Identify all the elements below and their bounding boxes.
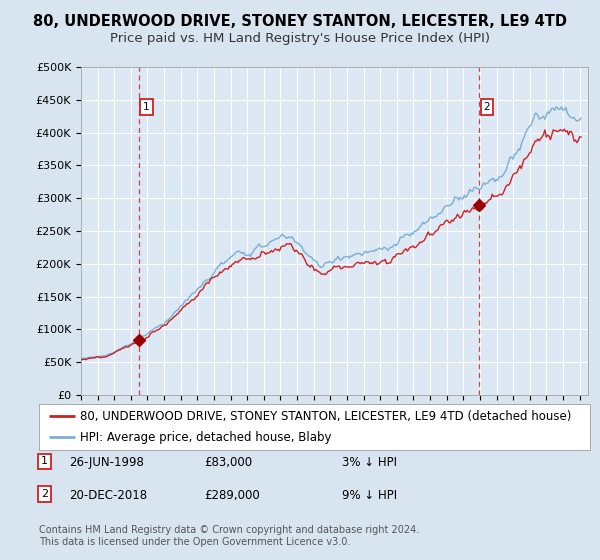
Text: 9% ↓ HPI: 9% ↓ HPI [342, 489, 397, 502]
Text: Price paid vs. HM Land Registry's House Price Index (HPI): Price paid vs. HM Land Registry's House … [110, 32, 490, 45]
Text: 1: 1 [143, 101, 149, 111]
Text: £83,000: £83,000 [204, 456, 252, 469]
Text: Contains HM Land Registry data © Crown copyright and database right 2024.
This d: Contains HM Land Registry data © Crown c… [39, 525, 419, 547]
Text: 20-DEC-2018: 20-DEC-2018 [69, 489, 147, 502]
Text: 26-JUN-1998: 26-JUN-1998 [69, 456, 144, 469]
Text: 80, UNDERWOOD DRIVE, STONEY STANTON, LEICESTER, LE9 4TD (detached house): 80, UNDERWOOD DRIVE, STONEY STANTON, LEI… [80, 410, 572, 423]
Text: 3% ↓ HPI: 3% ↓ HPI [342, 456, 397, 469]
Text: 2: 2 [41, 489, 48, 499]
Text: 2: 2 [484, 101, 490, 111]
Text: 80, UNDERWOOD DRIVE, STONEY STANTON, LEICESTER, LE9 4TD: 80, UNDERWOOD DRIVE, STONEY STANTON, LEI… [33, 14, 567, 29]
Text: £289,000: £289,000 [204, 489, 260, 502]
Text: HPI: Average price, detached house, Blaby: HPI: Average price, detached house, Blab… [80, 431, 332, 444]
Text: 1: 1 [41, 456, 48, 466]
